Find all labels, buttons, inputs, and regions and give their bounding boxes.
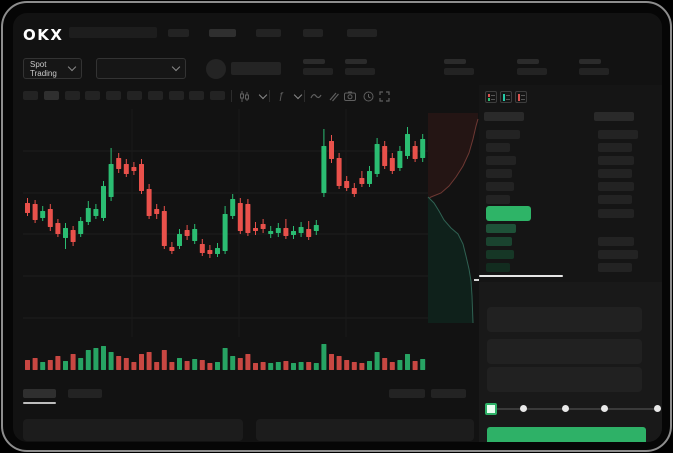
stat-label-skeleton (303, 59, 325, 64)
chevron-down-icon (67, 62, 77, 72)
candle-style-icon[interactable] (237, 89, 251, 103)
ask-size-skeleton (598, 156, 634, 165)
nav-item-skeleton[interactable] (256, 29, 281, 37)
stat-value-skeleton (444, 68, 474, 75)
price-skeleton (231, 62, 281, 75)
book-both-icon[interactable] (485, 91, 497, 103)
volume-chart (25, 344, 426, 370)
interval-button-skeleton[interactable] (106, 91, 122, 100)
okx-logo: OKX (23, 26, 64, 44)
order-history-skeleton (256, 419, 474, 441)
stat-value-skeleton (517, 68, 547, 75)
ask-price-skeleton (486, 143, 510, 152)
book-asks-icon[interactable] (500, 91, 512, 103)
bottom-action-skeleton[interactable] (431, 389, 466, 398)
last-price-badge[interactable] (486, 206, 531, 221)
ask-price-skeleton (486, 156, 516, 165)
bid-size-skeleton (598, 237, 634, 246)
total-input[interactable] (487, 367, 642, 392)
expand-icon[interactable] (377, 89, 391, 103)
chevron-down-icon (171, 62, 181, 72)
order-book-panel: Buy Sell (479, 85, 662, 442)
pair-icon-skeleton (206, 59, 226, 79)
stat-label-skeleton (345, 59, 367, 64)
bottom-tab-skeleton[interactable] (68, 389, 102, 398)
slider-stop[interactable] (562, 405, 569, 412)
line-tool-icon[interactable] (309, 89, 323, 103)
amount-slider[interactable] (490, 408, 657, 410)
bid-size-skeleton (598, 263, 632, 272)
interval-button-skeleton[interactable] (189, 91, 205, 100)
ask-price-skeleton (486, 169, 512, 178)
interval-button-skeleton[interactable] (127, 91, 142, 100)
depth-chart[interactable] (427, 109, 480, 335)
bid-size-skeleton (598, 250, 638, 259)
candlestick-chart[interactable] (23, 109, 437, 337)
slider-stop[interactable] (601, 405, 608, 412)
interval-button-skeleton[interactable] (64, 91, 80, 100)
ask-size-skeleton (598, 182, 634, 191)
active-tab-underline (23, 402, 56, 404)
bid-price-skeleton (486, 224, 516, 233)
bid-price-skeleton (486, 250, 514, 259)
chevron-down-icon[interactable] (291, 89, 305, 103)
draw-tool-icon[interactable] (326, 89, 340, 103)
interval-button-skeleton[interactable] (85, 91, 101, 100)
bottom-tab-skeleton-active[interactable] (23, 389, 56, 398)
pair-selector[interactable] (96, 58, 186, 79)
ask-size-skeleton (598, 143, 632, 152)
slider-stop[interactable] (520, 405, 527, 412)
market-type-selector[interactable]: Spot Trading (23, 58, 82, 79)
clock-icon[interactable] (361, 89, 375, 103)
interval-button-skeleton[interactable] (23, 91, 38, 100)
stat-value-skeleton (579, 68, 609, 75)
interval-button-skeleton[interactable] (168, 91, 184, 100)
ask-price-skeleton (486, 182, 514, 191)
ask-size-skeleton (598, 195, 632, 204)
stat-label-skeleton (444, 59, 466, 64)
interval-button-skeleton[interactable] (210, 91, 226, 100)
chevron-down-icon[interactable] (256, 89, 270, 103)
ask-price-skeleton (486, 195, 510, 204)
buy-submit-button[interactable] (487, 427, 646, 442)
header-search-skeleton[interactable] (69, 27, 157, 38)
fx-indicator-icon[interactable]: ƒ (278, 90, 284, 102)
market-type-label: Spot Trading (30, 59, 57, 78)
price-input[interactable] (487, 307, 642, 332)
book-header-skeleton (594, 112, 634, 121)
stat-label-skeleton (579, 59, 601, 64)
ask-size-skeleton (598, 209, 634, 218)
nav-item-skeleton-active[interactable] (209, 29, 236, 37)
open-orders-skeleton (23, 419, 243, 441)
nav-item-skeleton[interactable] (347, 29, 377, 37)
amount-input[interactable] (487, 339, 642, 364)
stat-value-skeleton (345, 68, 375, 75)
order-form (479, 282, 662, 442)
interval-button-skeleton[interactable] (147, 91, 163, 100)
app-screen: OKX Spot Trading ƒ (13, 13, 662, 442)
bid-price-skeleton (486, 263, 510, 272)
ask-price-skeleton (486, 130, 520, 139)
slider-stop[interactable] (654, 405, 661, 412)
bid-price-skeleton (486, 237, 512, 246)
bottom-action-skeleton[interactable] (389, 389, 425, 398)
interval-button-skeleton[interactable] (43, 91, 59, 100)
slider-handle[interactable] (485, 403, 497, 415)
camera-icon[interactable] (343, 89, 357, 103)
stat-label-skeleton (517, 59, 539, 64)
nav-item-skeleton[interactable] (168, 29, 189, 37)
ask-size-skeleton (598, 130, 638, 139)
book-header-skeleton (484, 112, 524, 121)
stat-value-skeleton (303, 68, 333, 75)
nav-item-skeleton[interactable] (303, 29, 323, 37)
ask-size-skeleton (598, 169, 632, 178)
book-bids-icon[interactable] (515, 91, 527, 103)
